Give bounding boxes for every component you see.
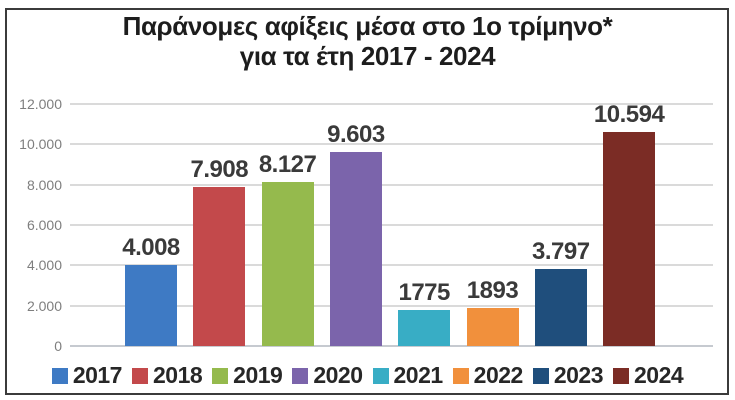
bar-value-label-2018: 7.908 [190, 155, 249, 183]
legend-year-label: 2024 [634, 362, 684, 388]
legend-year-label: 2023 [553, 362, 604, 388]
bar-2017 [125, 265, 177, 346]
y-tick-label: 4.000 [26, 257, 62, 274]
y-tick-label: 8.000 [26, 176, 62, 193]
bar-value-label-2024: 10.594 [593, 101, 665, 129]
gridline [70, 103, 713, 105]
bar-value-label-2023: 3.797 [532, 238, 590, 266]
legend-item-2020: 2020 [292, 362, 363, 389]
bar-2021 [398, 310, 451, 346]
legend-swatch-icon [51, 367, 68, 384]
y-tick-label: 2.000 [26, 297, 62, 314]
bar-value-label-2020: 9.603 [327, 121, 385, 149]
legend-item-2019: 2019 [212, 362, 283, 389]
legend-item-2022: 2022 [452, 362, 524, 389]
legend-year-label: 2019 [233, 362, 283, 388]
chart-title: Παράνομες αφίξεις μέσα στο 1ο τρίμηνο* γ… [0, 11, 735, 71]
y-tick-label: 10.000 [19, 136, 62, 153]
gridline [70, 304, 713, 307]
bar-value-label-2017: 4.008 [122, 234, 180, 262]
x-axis-line [70, 345, 713, 347]
bar-2020 [329, 152, 382, 346]
bar-2023 [534, 269, 587, 346]
gridline [70, 183, 713, 186]
legend-year-label: 2017 [72, 362, 123, 388]
bar-value-label-2021: 1775 [398, 279, 450, 307]
bar-value-label-2022: 1893 [466, 276, 519, 304]
y-tick-label: 12.000 [19, 96, 62, 112]
legend-swatch-icon [212, 367, 229, 384]
legend-year-label: 2021 [393, 362, 444, 388]
chart-title-line2: για τα έτη 2017 - 2024 [239, 41, 496, 71]
gridline [70, 143, 713, 146]
gridline [70, 264, 713, 267]
bar-2022 [466, 307, 519, 346]
legend-item-2017: 2017 [51, 362, 123, 389]
legend-swatch-icon [372, 367, 389, 384]
legend-item-2018: 2018 [131, 362, 203, 389]
legend-item-2023: 2023 [532, 362, 604, 389]
bar-2019 [261, 182, 314, 346]
legend-item-2021: 2021 [372, 362, 444, 389]
y-tick-label: 0 [54, 338, 62, 354]
legend-swatch-icon [131, 367, 148, 384]
chart-title-line1: Παράνομες αφίξεις μέσα στο 1ο τρίμηνο* [122, 11, 613, 41]
legend: 2017 2018 2019 2020 2021 2022 2023 2024 [0, 362, 735, 389]
legend-year-label: 2020 [313, 362, 363, 388]
legend-swatch-icon [613, 367, 630, 384]
y-tick-label: 6.000 [26, 217, 62, 233]
gridline [70, 224, 713, 226]
bar-2018 [193, 186, 246, 346]
bar-2024 [603, 132, 656, 346]
legend-swatch-icon [532, 367, 549, 384]
legend-year-label: 2022 [473, 362, 524, 388]
legend-year-label: 2018 [152, 362, 203, 388]
bar-value-label-2019: 8.127 [258, 151, 317, 179]
legend-swatch-icon [452, 367, 469, 384]
legend-swatch-icon [292, 367, 309, 384]
legend-item-2024: 2024 [613, 362, 684, 389]
